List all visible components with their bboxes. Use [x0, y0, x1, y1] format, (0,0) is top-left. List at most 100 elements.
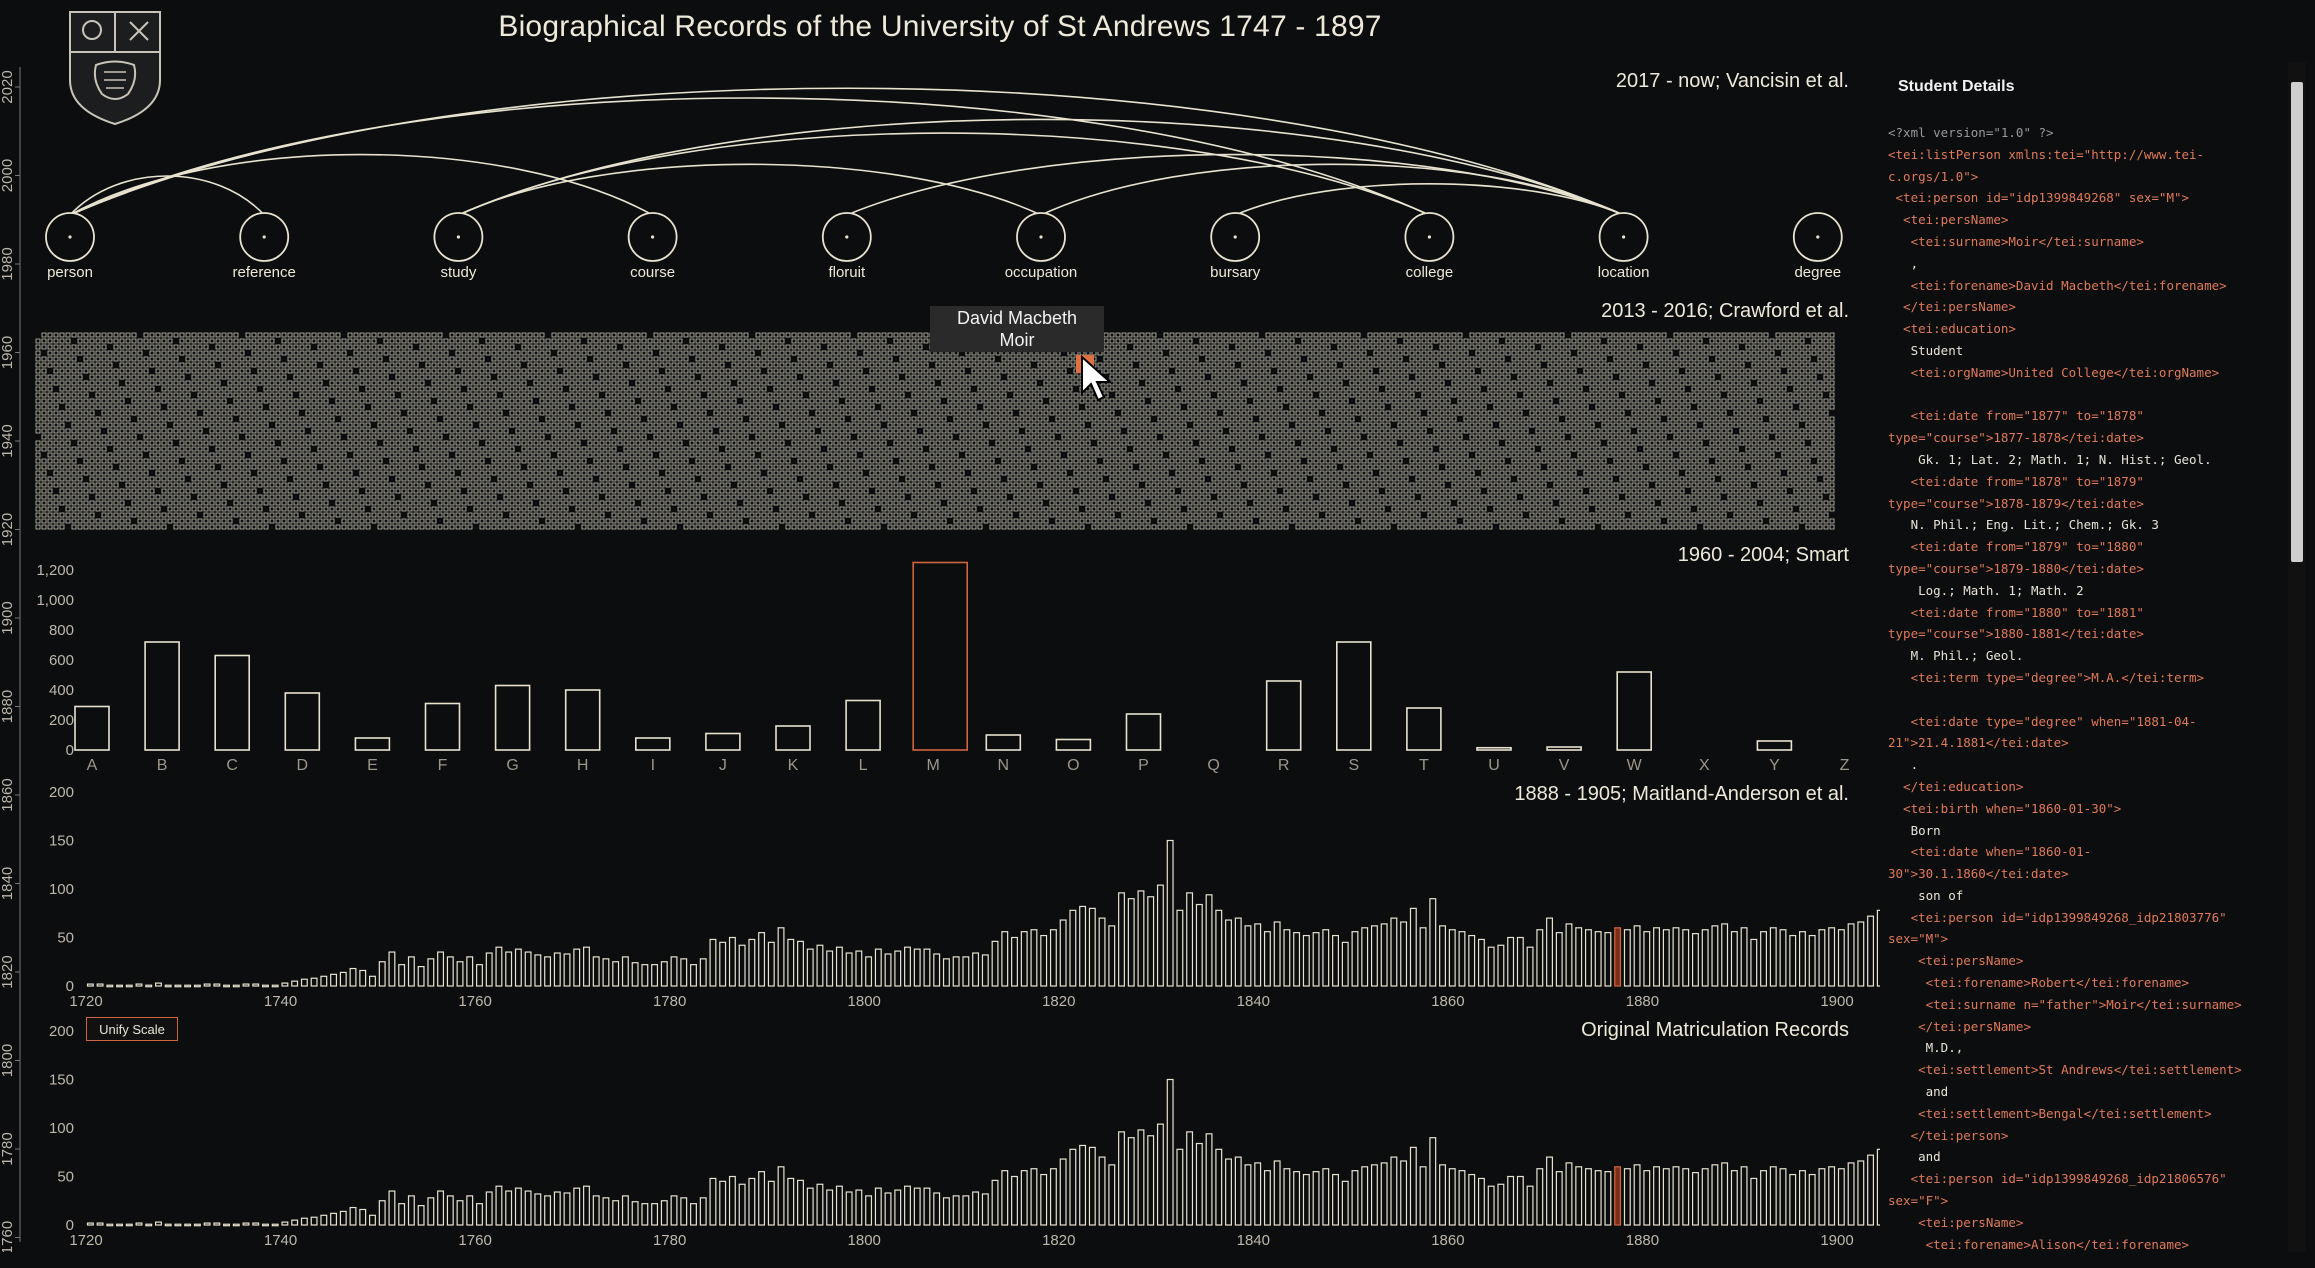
- maitland-chart-bar[interactable]: [1691, 933, 1699, 987]
- maitland-chart-bar[interactable]: [1653, 927, 1661, 987]
- original-chart-bar[interactable]: [719, 1180, 727, 1226]
- maitland-chart-bar[interactable]: [485, 952, 493, 987]
- maitland-chart-bar[interactable]: [1069, 909, 1077, 987]
- original-chart-bar[interactable]: [1497, 1183, 1505, 1226]
- maitland-chart-bar[interactable]: [835, 946, 843, 987]
- maitland-chart-bar[interactable]: [135, 983, 143, 987]
- maitland-chart-bar[interactable]: [1001, 931, 1009, 987]
- maitland-chart-bar[interactable]: [1614, 927, 1622, 987]
- maitland-chart-bar[interactable]: [865, 956, 873, 987]
- maitland-chart-bar[interactable]: [1536, 929, 1544, 987]
- maitland-chart-bar[interactable]: [651, 964, 659, 987]
- original-chart-bar[interactable]: [359, 1208, 367, 1226]
- original-chart-bar[interactable]: [116, 1223, 124, 1227]
- original-chart-bar[interactable]: [835, 1185, 843, 1226]
- original-chart-bar[interactable]: [1691, 1172, 1699, 1226]
- original-chart-bar[interactable]: [213, 1222, 221, 1226]
- original-chart-bar[interactable]: [388, 1190, 396, 1226]
- original-chart-bar[interactable]: [524, 1190, 532, 1226]
- original-chart-bar[interactable]: [894, 1189, 902, 1226]
- original-chart-bar[interactable]: [339, 1210, 347, 1226]
- original-chart-bar[interactable]: [1594, 1170, 1602, 1226]
- maitland-chart-bar[interactable]: [1623, 929, 1631, 987]
- original-chart-bar[interactable]: [1711, 1164, 1719, 1226]
- smart-bar-N[interactable]: [985, 734, 1022, 751]
- original-chart-bar[interactable]: [369, 1214, 376, 1226]
- original-chart-bar[interactable]: [1361, 1166, 1369, 1226]
- maitland-chart-bar[interactable]: [1526, 946, 1534, 987]
- maitland-chart-bar[interactable]: [1118, 892, 1125, 987]
- smart-bar-T[interactable]: [1406, 707, 1442, 751]
- maitland-chart-bar[interactable]: [874, 948, 882, 987]
- original-chart-bar[interactable]: [1147, 1135, 1155, 1226]
- maitland-chart-bar[interactable]: [1546, 917, 1553, 987]
- original-chart-bar[interactable]: [1137, 1129, 1145, 1226]
- maitland-chart-bar[interactable]: [797, 940, 804, 987]
- maitland-chart-bar[interactable]: [514, 948, 522, 987]
- original-chart-bar[interactable]: [1225, 1158, 1232, 1226]
- original-chart-bar[interactable]: [145, 1223, 153, 1227]
- maitland-chart-bar[interactable]: [1137, 890, 1145, 987]
- original-chart-bar[interactable]: [437, 1190, 445, 1226]
- original-chart-bar[interactable]: [135, 1222, 143, 1226]
- original-chart-bar[interactable]: [651, 1203, 659, 1226]
- original-chart-bar[interactable]: [631, 1201, 639, 1226]
- original-chart-bar[interactable]: [271, 1223, 279, 1227]
- original-chart-bar[interactable]: [1293, 1171, 1301, 1226]
- maitland-chart-bar[interactable]: [1147, 896, 1155, 987]
- smart-bar-D[interactable]: [284, 692, 321, 751]
- original-chart-bar[interactable]: [1283, 1168, 1291, 1226]
- original-chart-bar[interactable]: [670, 1195, 678, 1226]
- maitland-chart-bar[interactable]: [291, 980, 299, 987]
- original-chart-bar[interactable]: [1069, 1148, 1077, 1226]
- original-chart-bar[interactable]: [1555, 1171, 1563, 1226]
- maitland-chart-bar[interactable]: [1254, 923, 1262, 987]
- maitland-chart-bar[interactable]: [145, 984, 153, 988]
- maitland-chart-bar[interactable]: [369, 975, 376, 987]
- original-chart-bar[interactable]: [252, 1222, 260, 1226]
- original-chart-bar[interactable]: [1400, 1160, 1408, 1226]
- maitland-chart-bar[interactable]: [1332, 934, 1339, 987]
- maitland-chart-bar[interactable]: [281, 982, 289, 987]
- maitland-chart-bar[interactable]: [466, 956, 474, 987]
- maitland-chart-bar[interactable]: [232, 984, 240, 988]
- smart-bar-S[interactable]: [1336, 641, 1372, 751]
- maitland-chart-bar[interactable]: [300, 978, 308, 987]
- original-chart-bar[interactable]: [232, 1223, 240, 1227]
- maitland-chart-bar[interactable]: [1020, 931, 1028, 987]
- original-chart-bar[interactable]: [641, 1203, 649, 1226]
- original-chart-bar[interactable]: [758, 1171, 766, 1226]
- maitland-chart-bar[interactable]: [1166, 839, 1174, 987]
- original-chart-bar[interactable]: [1516, 1175, 1524, 1226]
- original-chart-bar[interactable]: [1487, 1185, 1495, 1226]
- original-chart-bar[interactable]: [1001, 1170, 1009, 1226]
- original-chart-bar[interactable]: [573, 1187, 581, 1226]
- maitland-chart-bar[interactable]: [670, 956, 678, 987]
- original-chart-bar[interactable]: [398, 1203, 406, 1226]
- smart-bar-A[interactable]: [74, 705, 110, 751]
- original-chart-bar[interactable]: [1789, 1173, 1797, 1226]
- maitland-chart-bar[interactable]: [106, 984, 114, 988]
- original-chart-bar[interactable]: [787, 1177, 795, 1226]
- maitland-chart-bar[interactable]: [1195, 903, 1203, 987]
- original-chart-bar[interactable]: [1380, 1162, 1388, 1226]
- maitland-chart-bar[interactable]: [1390, 917, 1398, 987]
- original-chart-bar[interactable]: [826, 1189, 834, 1226]
- original-chart-bar[interactable]: [621, 1195, 629, 1226]
- original-chart-bar[interactable]: [320, 1214, 328, 1226]
- original-chart-bar[interactable]: [310, 1216, 318, 1226]
- maitland-chart-bar[interactable]: [407, 956, 415, 987]
- details-scroll-thumb[interactable]: [2291, 82, 2303, 562]
- original-chart-bar[interactable]: [1205, 1133, 1213, 1226]
- original-chart-bar[interactable]: [1633, 1164, 1641, 1226]
- maitland-chart-bar[interactable]: [1011, 936, 1018, 987]
- maitland-chart-bar[interactable]: [427, 958, 435, 987]
- original-chart-bar[interactable]: [855, 1189, 863, 1226]
- original-chart-bar[interactable]: [1409, 1146, 1417, 1226]
- original-chart-bar[interactable]: [709, 1177, 717, 1226]
- smart-bar-B[interactable]: [144, 641, 180, 751]
- original-chart-bar[interactable]: [865, 1195, 873, 1226]
- original-chart-bar[interactable]: [680, 1197, 688, 1226]
- original-chart-bar[interactable]: [1263, 1170, 1271, 1226]
- maitland-chart-bar[interactable]: [505, 951, 513, 987]
